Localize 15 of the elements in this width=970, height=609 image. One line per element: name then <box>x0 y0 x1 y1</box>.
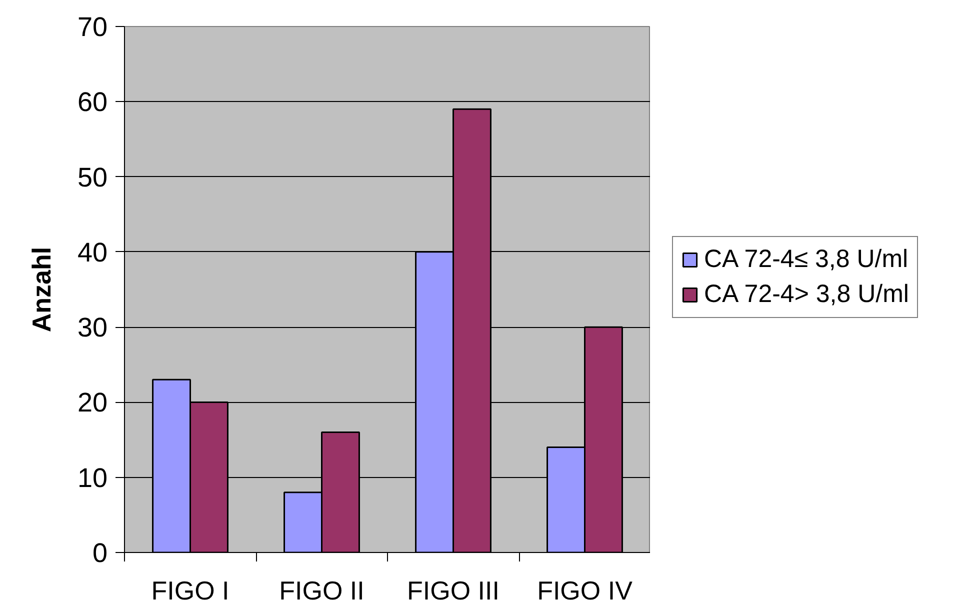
y-tick-label: 60 <box>77 87 108 118</box>
x-tick-label: FIGO III <box>407 576 500 606</box>
y-tick-label: 20 <box>77 388 108 418</box>
y-tick-label: 70 <box>77 12 108 42</box>
y-tick-label: 50 <box>77 162 108 192</box>
y-tick-label: 0 <box>92 538 108 568</box>
x-tick-label: FIGO I <box>151 576 230 606</box>
legend-label: CA 72-4> 3,8 U/ml <box>704 280 909 309</box>
y-tick-label: 10 <box>77 462 108 493</box>
x-tick-label: FIGO II <box>279 576 364 606</box>
y-axis-title: Anzahl <box>26 246 56 332</box>
y-tick-label: 40 <box>77 237 108 268</box>
y-tick-label: 30 <box>77 312 108 343</box>
legend-label: CA 72-4≤ 3,8 U/ml <box>704 245 908 274</box>
x-tick-label: FIGO IV <box>537 576 634 606</box>
